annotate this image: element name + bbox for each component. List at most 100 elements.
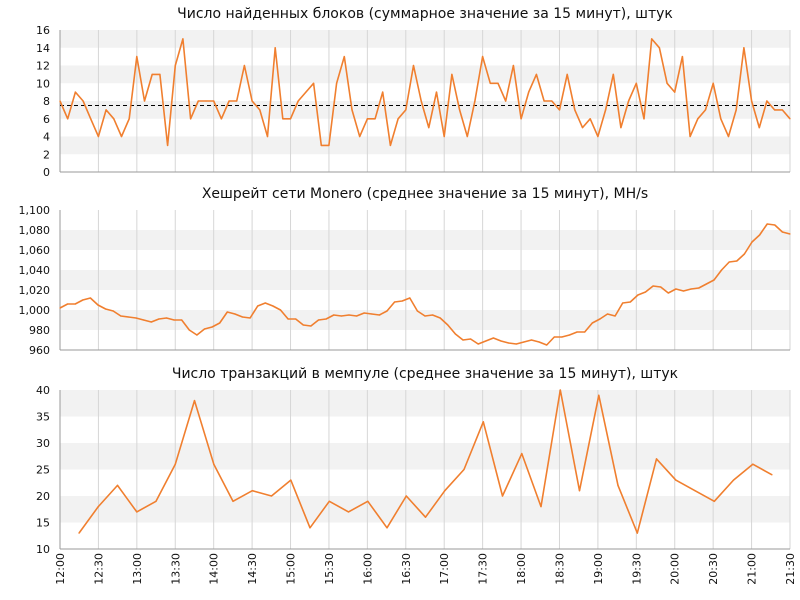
x-tick-label: 21:00: [746, 553, 759, 585]
data-point: [232, 500, 234, 502]
data-point: [578, 490, 581, 492]
chart-title-hashrate: Хешрейт сети Monero (среднее значение за…: [202, 186, 648, 202]
data-point: [558, 109, 561, 111]
data-point: [213, 100, 215, 102]
data-point: [243, 64, 246, 67]
data-point: [477, 343, 479, 345]
data-point: [309, 527, 311, 529]
grid-band: [60, 496, 790, 523]
data-point: [591, 322, 593, 324]
data-point: [651, 38, 653, 40]
x-tick-label: 20:00: [669, 553, 682, 585]
x-tick-label: 19:00: [592, 553, 605, 585]
data-point: [637, 294, 639, 296]
data-point: [689, 135, 691, 138]
data-point: [752, 463, 754, 465]
data-point: [82, 299, 84, 301]
plot-area-blocks: 0 2 4 6 8 10 12 14 16: [36, 24, 791, 179]
data-point: [644, 291, 647, 293]
data-point: [412, 64, 415, 67]
y-tick-label: 4: [43, 131, 50, 144]
data-point: [576, 331, 578, 333]
data-point: [234, 313, 236, 315]
data-point: [74, 303, 76, 305]
data-point: [333, 314, 335, 316]
x-tick-label: 14:30: [246, 553, 259, 585]
data-point: [174, 463, 176, 465]
data-point: [382, 91, 384, 93]
data-point: [310, 325, 312, 327]
data-point: [540, 506, 542, 508]
data-point: [774, 109, 776, 111]
y-tick-label: 8: [43, 95, 50, 108]
data-point: [59, 100, 61, 102]
x-tick-label: 16:30: [400, 553, 413, 585]
data-point: [386, 527, 388, 529]
grid-band: [60, 30, 790, 48]
data-point: [463, 468, 465, 471]
data-point: [606, 313, 609, 315]
grid-band: [60, 136, 790, 155]
data-point: [735, 109, 737, 111]
mempool-chart: 10 15 20 25 30 35 40 Число транзакций в мемпуле…: [36, 366, 791, 556]
data-point: [713, 279, 715, 281]
data-point: [599, 318, 601, 320]
data-point: [219, 322, 221, 324]
x-tick-label: 21:30: [784, 553, 797, 585]
data-point: [485, 340, 487, 342]
data-point: [420, 100, 422, 102]
data-point: [538, 341, 540, 343]
x-tick-label: 20:30: [707, 553, 720, 585]
data-point: [447, 324, 449, 326]
y-tick-label: 1,060: [19, 244, 51, 257]
data-point: [355, 315, 358, 317]
data-point: [241, 316, 244, 318]
data-point: [279, 309, 282, 311]
data-point: [135, 317, 137, 319]
data-point: [629, 301, 631, 303]
y-tick-label: 0: [43, 166, 50, 179]
data-point: [500, 340, 502, 342]
x-tick-label: 13:00: [131, 553, 144, 585]
data-point: [97, 135, 100, 138]
data-point: [193, 400, 196, 402]
series-line-blocks: [59, 38, 791, 147]
data-point: [67, 303, 69, 305]
data-point: [553, 336, 555, 338]
data-point: [474, 100, 476, 102]
data-point: [466, 135, 468, 138]
data-point: [251, 100, 253, 102]
data-point: [428, 127, 430, 129]
data-point: [636, 532, 638, 534]
grid-band: [60, 443, 790, 470]
data-point: [401, 300, 403, 302]
x-tick-label: 16:00: [361, 553, 374, 585]
data-point: [667, 292, 669, 294]
data-point: [643, 118, 645, 120]
data-point: [165, 317, 168, 319]
data-point: [492, 337, 495, 339]
data-point: [690, 288, 692, 290]
data-point: [512, 64, 514, 67]
data-point: [257, 305, 259, 307]
data-point: [74, 91, 76, 93]
y-tick-label: 6: [43, 113, 50, 126]
data-point: [432, 314, 434, 316]
data-point: [113, 118, 115, 120]
data-point: [530, 339, 533, 341]
data-point: [259, 109, 261, 111]
data-point: [249, 317, 251, 319]
data-point: [266, 135, 269, 138]
data-point: [454, 333, 457, 335]
plot-area-mempool: 10 15 20 25 30 35 40: [36, 384, 791, 556]
data-point: [136, 511, 138, 513]
data-point: [543, 100, 545, 102]
data-point: [489, 82, 491, 84]
data-point: [197, 100, 199, 102]
data-point: [155, 500, 157, 502]
data-point: [628, 100, 630, 102]
data-point: [389, 144, 392, 146]
data-point: [213, 463, 215, 465]
data-point: [173, 319, 175, 321]
